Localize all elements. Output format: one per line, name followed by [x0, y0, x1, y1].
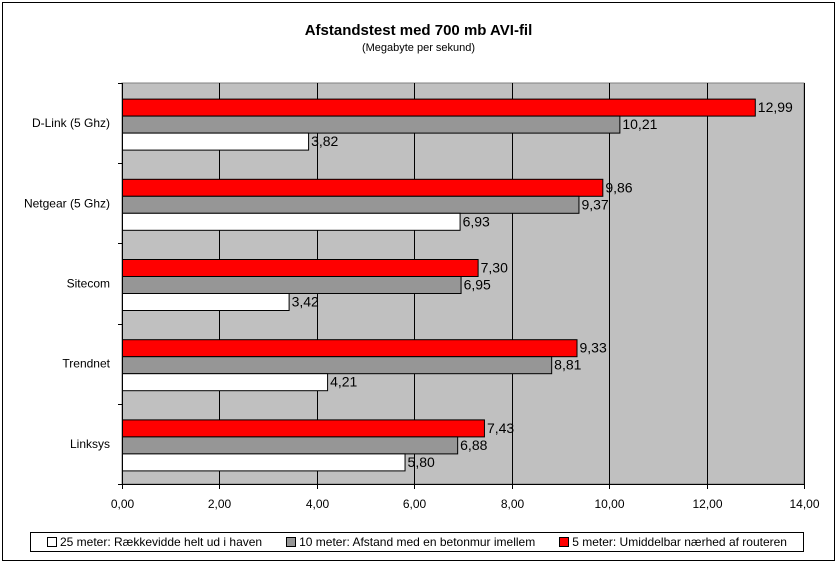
bar-s2-c0: [122, 132, 310, 151]
bar-s2-c3: [122, 373, 329, 392]
category-label-4: Linksys: [70, 437, 110, 451]
x-tick-label-3: 6,00: [403, 497, 427, 511]
category-label-1: Netgear (5 Ghz): [24, 196, 110, 210]
bar-s2-c4: [122, 453, 406, 472]
bar-s0-c3: [122, 339, 578, 358]
x-tick-label-5: 10,00: [594, 497, 624, 511]
x-tick-label-1: 2,00: [208, 497, 232, 511]
legend: 25 meter: Rækkevidde helt ud i haven 10 m…: [30, 532, 804, 552]
data-label-s2-c2: 3,42: [292, 294, 319, 310]
category-label-3: Trendnet: [62, 357, 110, 371]
bar-s1-c4: [122, 436, 459, 455]
data-label-s2-c1: 6,93: [463, 213, 490, 229]
category-label-0: D-Link (5 Ghz): [32, 116, 110, 130]
bar-s0-c0: [122, 98, 756, 117]
bar-s1-c1: [122, 195, 580, 214]
legend-label-2: 5 meter: Umiddelbar nærhed af routeren: [572, 535, 787, 549]
data-label-s0-c2: 7,30: [481, 260, 508, 276]
x-tick-label-6: 12,00: [692, 497, 722, 511]
data-label-s1-c3: 8,81: [554, 357, 581, 373]
legend-label-1: 10 meter: Afstand med en betonmur imelle…: [299, 535, 536, 549]
legend-item-2: 5 meter: Umiddelbar nærhed af routeren: [559, 535, 787, 549]
data-label-s1-c2: 6,95: [464, 277, 491, 293]
category-label-2: Sitecom: [67, 277, 110, 291]
data-label-s2-c4: 5,80: [408, 454, 435, 470]
legend-swatch-2: [559, 537, 570, 547]
legend-item-1: 10 meter: Afstand med en betonmur imelle…: [286, 535, 535, 549]
bar-s1-c3: [122, 356, 553, 375]
x-tick-label-2: 4,00: [306, 497, 330, 511]
data-label-s2-c0: 3,82: [311, 133, 338, 149]
data-label-s2-c3: 4,21: [330, 374, 357, 390]
data-label-s0-c0: 12,99: [758, 99, 793, 115]
x-tick-label-0: 0,00: [111, 497, 135, 511]
x-tick-label-4: 8,00: [501, 497, 525, 511]
bar-s0-c2: [122, 259, 479, 277]
data-label-s1-c1: 9,37: [581, 196, 608, 212]
data-label-s1-c4: 6,88: [460, 437, 487, 453]
bar-s1-c2: [122, 276, 462, 294]
bar-s2-c2: [122, 293, 290, 311]
data-label-s1-c0: 10,21: [622, 116, 657, 132]
data-label-s0-c1: 9,86: [605, 179, 632, 195]
chart-title: Afstandstest med 700 mb AVI-fil: [304, 22, 533, 39]
legend-swatch-0: [46, 537, 57, 547]
bar-s0-c1: [122, 178, 604, 197]
data-label-s0-c4: 7,43: [487, 420, 514, 436]
legend-label-0: 25 meter: Rækkevidde helt ud i haven: [59, 535, 263, 549]
bar-s2-c1: [122, 212, 461, 231]
bar-s0-c4: [122, 419, 485, 438]
bar-s1-c0: [122, 115, 621, 134]
legend-item-0: 25 meter: Rækkevidde helt ud i haven: [46, 535, 263, 549]
legend-swatch-1: [286, 537, 297, 547]
data-label-s0-c3: 9,33: [580, 340, 607, 356]
x-tick-label-7: 14,00: [789, 497, 819, 511]
chart-subtitle: (Megabyte per sekund): [361, 42, 476, 54]
